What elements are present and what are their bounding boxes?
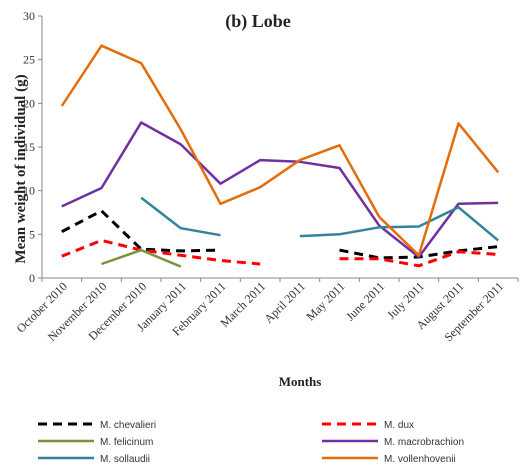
y-axis-title: Mean weight of individual (g) [13,74,29,263]
series-line-m-vollenhovenii [60,44,500,257]
legend-item-m-felicinum: M. felicinum [38,437,153,448]
series-m-macrobrachion [61,121,499,259]
legend-label: M. vollenhovenii [384,454,456,465]
y-tick-label: 5 [29,227,35,241]
series-m-felicinum [101,248,182,268]
legend-label: M. chevalieri [100,420,156,431]
legend-item-m-dux: M. dux [322,420,414,431]
y-tick-label: 10 [23,184,35,198]
series-m-sollaudii [140,196,500,242]
series-m-vollenhovenii [60,44,500,257]
y-axis-ticks: 0 5 10 15 20 25 30 [23,9,42,285]
legend-label: M. sollaudii [100,454,150,465]
series-m-chevalieri [61,209,499,260]
series-line-m-dux [339,250,499,268]
legend: M. chevalieri M. dux M. felicinum M. macrob… [38,420,464,465]
legend-item-m-sollaudii: M. sollaudii [38,454,150,465]
y-tick-label: 15 [23,140,35,154]
series-line-m-felicinum [101,248,182,268]
y-tick-label: 20 [23,96,35,110]
series-line-m-chevalieri [61,209,221,253]
chart-title: (b) Lobe [225,11,291,32]
x-tick-label: June 2011 [343,279,387,323]
series-m-dux [61,238,499,268]
legend-label: M. macrobrachion [384,437,464,448]
y-tick-label: 25 [23,53,35,67]
legend-label: M. dux [384,420,414,431]
series-line-m-sollaudii [299,206,500,242]
x-tick-label: April 2011 [261,279,308,326]
plot-area [41,16,518,279]
legend-label: M. felicinum [100,437,153,448]
y-tick-label: 30 [23,9,35,23]
y-tick-label: 0 [29,271,35,285]
legend-item-m-vollenhovenii: M. vollenhovenii [322,454,456,465]
x-tick-label: May 2011 [303,279,347,323]
legend-item-m-chevalieri: M. chevalieri [38,420,156,431]
legend-item-m-macrobrachion: M. macrobrachion [322,437,464,448]
series-line-m-dux [61,238,261,266]
x-axis-title: Months [279,374,322,389]
series-line-m-macrobrachion [61,121,499,259]
series-line-m-sollaudii [140,196,221,237]
